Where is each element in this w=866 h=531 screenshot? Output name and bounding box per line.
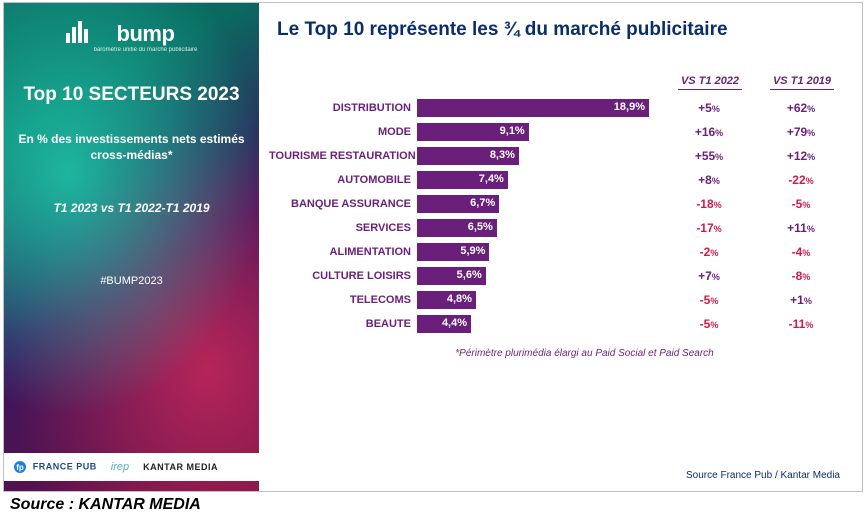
bar-area: 7,4% (417, 171, 649, 189)
vs-2022: +5% (677, 101, 741, 115)
bar-area: 5,6% (417, 267, 649, 285)
page: bump baromètre unifié du marché publicit… (0, 2, 866, 531)
left-period: T1 2023 vs T1 2022-T1 2019 (16, 201, 247, 215)
row-label: DISTRIBUTION (269, 102, 417, 114)
left-subtitle: En % des investissements nets estimés cr… (16, 131, 247, 163)
bar-value: 6,5% (468, 221, 493, 233)
vs-2019: -11% (769, 317, 833, 331)
vs-2022: +7% (677, 269, 741, 283)
chart-row: AUTOMOBILE 7,4% +8% -22% (269, 168, 840, 192)
bar-value: 8,3% (490, 149, 515, 161)
bar-area: 9,1% (417, 123, 649, 141)
col-header-2019: VS T1 2019 (770, 75, 834, 90)
vs-2022: -17% (677, 221, 741, 235)
bar-value: 6,7% (470, 197, 495, 209)
bar-area: 6,5% (417, 219, 649, 237)
slide: bump baromètre unifié du marché publicit… (3, 2, 863, 492)
chart-row: SERVICES 6,5% -17% +11% (269, 216, 840, 240)
row-label: ALIMENTATION (269, 246, 417, 258)
right-panel: Le Top 10 représente les ¾ du marché pub… (259, 3, 862, 491)
bar-area: 18,9% (417, 99, 649, 117)
left-panel: bump baromètre unifié du marché publicit… (4, 3, 259, 491)
vs-2019: +1% (769, 293, 833, 307)
chart-row: BEAUTE 4,4% -5% -11% (269, 312, 840, 336)
caption: Source : KANTAR MEDIA (10, 496, 866, 514)
chart-rows: DISTRIBUTION 18,9% +5% +62% MODE 9,1% +16% +79%… (269, 96, 840, 336)
row-label: TOURISME RESTAURATION (269, 150, 417, 162)
vs-2022: +16% (677, 125, 741, 139)
chart-source: Source France Pub / Kantar Media (686, 470, 840, 481)
bar-value: 7,4% (479, 173, 504, 185)
bar-area: 4,8% (417, 291, 649, 309)
logo: bump baromètre unifié du marché publicit… (16, 21, 247, 53)
bar-value: 5,9% (460, 245, 485, 257)
bar-area: 4,4% (417, 315, 649, 333)
row-label: BANQUE ASSURANCE (269, 198, 417, 210)
francepub-logo: fp FRANCE PUB (14, 461, 97, 473)
chart-row: MODE 9,1% +16% +79% (269, 120, 840, 144)
logo-bars-icon (66, 21, 88, 43)
vs-2022: +8% (677, 173, 741, 187)
bar-value: 9,1% (500, 125, 525, 137)
logo-text-block: bump baromètre unifié du marché publicit… (94, 21, 198, 53)
row-label: MODE (269, 126, 417, 138)
left-title: Top 10 SECTEURS 2023 (16, 83, 247, 107)
vs-2022: +55% (677, 149, 741, 163)
vs-2022: -18% (677, 197, 741, 211)
logo-subtitle: baromètre unifié du marché publicitaire (94, 47, 198, 53)
col-header-2022: VS T1 2022 (678, 75, 742, 90)
chart-row: TELECOMS 4,8% -5% +1% (269, 288, 840, 312)
row-label: TELECOMS (269, 294, 417, 306)
francepub-label: FRANCE PUB (33, 462, 97, 472)
vs-2019: +12% (769, 149, 833, 163)
bar-area: 5,9% (417, 243, 649, 261)
vs-2022: -5% (677, 293, 741, 307)
row-label: AUTOMOBILE (269, 174, 417, 186)
bar-value: 4,4% (442, 317, 467, 329)
vs-2022: -5% (677, 317, 741, 331)
vs-2019: -22% (769, 173, 833, 187)
left-hashtag: #BUMP2023 (16, 275, 247, 287)
bar-area: 8,3% (417, 147, 649, 165)
chart-row: BANQUE ASSURANCE 6,7% -18% -5% (269, 192, 840, 216)
vs-2019: +79% (769, 125, 833, 139)
irep-label: irep (111, 461, 129, 473)
vs-2019: -5% (769, 197, 833, 211)
logo-text: bump (94, 21, 198, 47)
bar-value: 5,6% (457, 269, 482, 281)
vs-2019: +62% (769, 101, 833, 115)
row-label: SERVICES (269, 222, 417, 234)
kantar-label: KANTAR MEDIA (143, 462, 218, 472)
bar-value: 4,8% (447, 293, 472, 305)
column-headers: VS T1 2022 VS T1 2019 (269, 75, 840, 90)
francepub-badge-icon: fp (14, 461, 26, 473)
chart-row: DISTRIBUTION 18,9% +5% +62% (269, 96, 840, 120)
chart-row: TOURISME RESTAURATION 8,3% +55% +12% (269, 144, 840, 168)
vs-2019: +11% (769, 221, 833, 235)
vs-2019: -8% (769, 269, 833, 283)
chart-row: CULTURE LOISIRS 5,6% +7% -8% (269, 264, 840, 288)
chart-row: ALIMENTATION 5,9% -2% -4% (269, 240, 840, 264)
bar-area: 6,7% (417, 195, 649, 213)
chart-title: Le Top 10 représente les ¾ du marché pub… (277, 19, 840, 41)
row-label: CULTURE LOISIRS (269, 270, 417, 282)
chart-footnote: *Périmètre plurimédia élargi au Paid Soc… (329, 348, 840, 359)
vs-2022: -2% (677, 245, 741, 259)
left-footer: fp FRANCE PUB irep KANTAR MEDIA (4, 453, 259, 481)
row-label: BEAUTE (269, 318, 417, 330)
vs-2019: -4% (769, 245, 833, 259)
bar-value: 18,9% (614, 101, 645, 113)
